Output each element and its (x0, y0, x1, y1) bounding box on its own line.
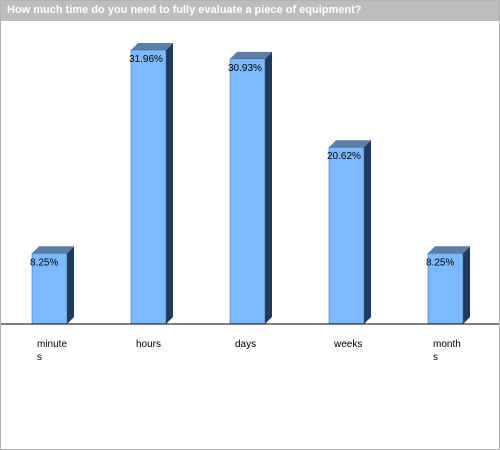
data-label-months: 8.25% (426, 257, 454, 268)
bar-minutes (31, 253, 68, 325)
tick-label-minutes-line2: s (37, 352, 42, 363)
tick-label-hours: hours (136, 339, 161, 350)
bar-side-hours (166, 43, 173, 324)
bar-side-months (463, 246, 470, 324)
bar-months (427, 253, 464, 325)
bar-top-weeks (329, 140, 371, 148)
bar-side-days (265, 51, 272, 324)
data-label-weeks: 20.62% (327, 151, 361, 162)
bar-weeks (328, 146, 365, 325)
bar-top-months (428, 246, 470, 254)
data-label-hours: 31.96% (129, 54, 163, 65)
bar-side-weeks (364, 140, 371, 324)
bar-days (229, 58, 266, 325)
bar-side-minutes (67, 246, 74, 324)
title-bar: How much time do you need to fully evalu… (1, 1, 499, 21)
tick-label-weeks: weeks (333, 339, 362, 350)
bar-top-days (230, 51, 272, 59)
tick-label-months-line2: s (433, 352, 438, 363)
tick-label-days: days (235, 339, 256, 350)
chart-title: How much time do you need to fully evalu… (7, 4, 362, 16)
bar-top-hours (131, 43, 173, 50)
data-label-days: 30.93% (228, 63, 262, 74)
tick-label-months: month (433, 339, 461, 350)
labels-group: 8.25% minute s 31.96% hours 30.93% days 20.62% w… (30, 54, 461, 363)
data-label-minutes: 8.25% (30, 257, 58, 268)
bar-top-minutes (32, 246, 74, 254)
tick-label-minutes: minute (37, 339, 67, 350)
bars-group (31, 43, 470, 325)
bar-hours (130, 49, 167, 325)
